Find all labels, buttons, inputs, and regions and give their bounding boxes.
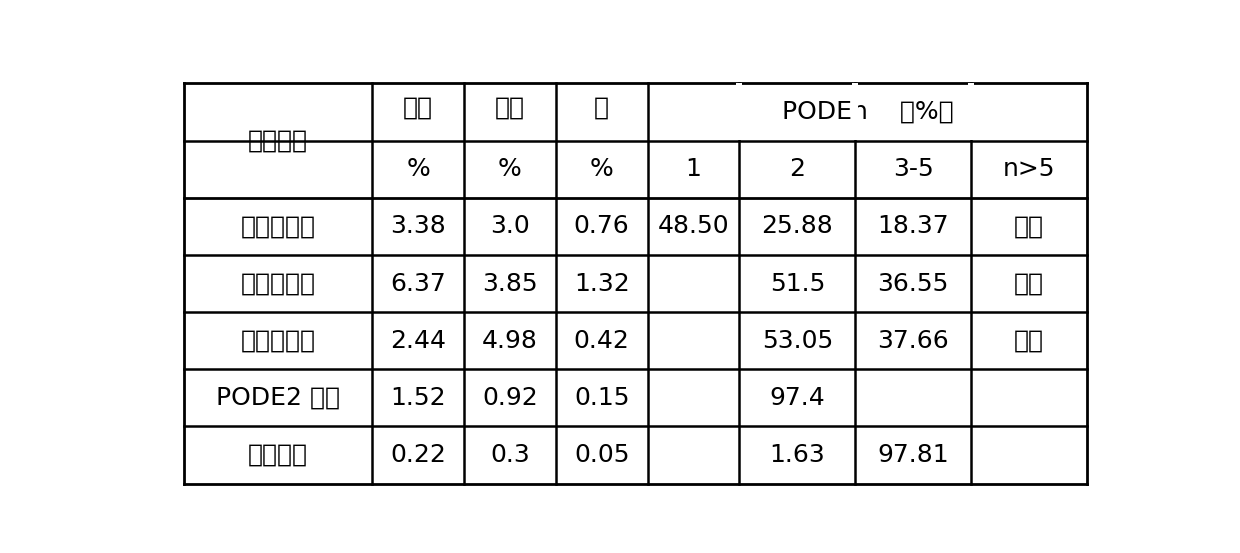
Text: 0.15: 0.15 xyxy=(574,386,630,410)
Text: 余量: 余量 xyxy=(1014,328,1044,353)
Text: 18.37: 18.37 xyxy=(878,215,949,238)
Text: 3.85: 3.85 xyxy=(482,272,538,295)
Text: 2.44: 2.44 xyxy=(391,328,446,353)
Text: %: % xyxy=(407,157,430,181)
Text: 3-5: 3-5 xyxy=(893,157,934,181)
Text: 0.3: 0.3 xyxy=(490,443,529,467)
Text: 1: 1 xyxy=(686,157,702,181)
Text: n>5: n>5 xyxy=(1003,157,1055,181)
Text: 产品馏分: 产品馏分 xyxy=(248,443,308,467)
Bar xyxy=(852,84,858,140)
Text: 3.38: 3.38 xyxy=(391,215,446,238)
Text: 组分名称: 组分名称 xyxy=(248,129,308,153)
Text: 25.88: 25.88 xyxy=(761,215,833,238)
Text: 2: 2 xyxy=(790,157,805,181)
Text: 0.92: 0.92 xyxy=(482,386,538,410)
Text: 97.81: 97.81 xyxy=(878,443,949,467)
Text: 余量: 余量 xyxy=(1014,215,1044,238)
Text: 4.98: 4.98 xyxy=(482,328,538,353)
Text: 1.32: 1.32 xyxy=(574,272,630,295)
Text: 水: 水 xyxy=(594,96,609,119)
Text: 48.50: 48.50 xyxy=(657,215,729,238)
Text: 3.0: 3.0 xyxy=(490,215,529,238)
Bar xyxy=(737,84,743,140)
Text: PODE2 馏分: PODE2 馏分 xyxy=(216,386,340,410)
Bar xyxy=(968,84,975,140)
Text: 97.4: 97.4 xyxy=(770,386,825,410)
Text: 36.55: 36.55 xyxy=(878,272,949,295)
Text: 6.37: 6.37 xyxy=(391,272,446,295)
Text: 余量: 余量 xyxy=(1014,272,1044,295)
Text: PODEn    （%）: PODEn （%） xyxy=(781,100,954,124)
Text: 0.76: 0.76 xyxy=(574,215,630,238)
Text: 甲醇: 甲醇 xyxy=(495,96,525,119)
Text: 反应混合物: 反应混合物 xyxy=(241,215,315,238)
Text: 1.52: 1.52 xyxy=(391,386,446,410)
Text: 1.63: 1.63 xyxy=(770,443,825,467)
Text: 第一塔釜液: 第一塔釜液 xyxy=(241,272,315,295)
Text: 51.5: 51.5 xyxy=(770,272,825,295)
Text: %: % xyxy=(498,157,522,181)
Text: 37.66: 37.66 xyxy=(878,328,949,353)
Text: 甲醛: 甲醛 xyxy=(403,96,433,119)
Text: 0.05: 0.05 xyxy=(574,443,630,467)
Text: 53.05: 53.05 xyxy=(761,328,833,353)
Text: 0.22: 0.22 xyxy=(391,443,446,467)
Text: 0.42: 0.42 xyxy=(574,328,630,353)
Text: 净化塔出料: 净化塔出料 xyxy=(241,328,315,353)
Text: %: % xyxy=(590,157,614,181)
